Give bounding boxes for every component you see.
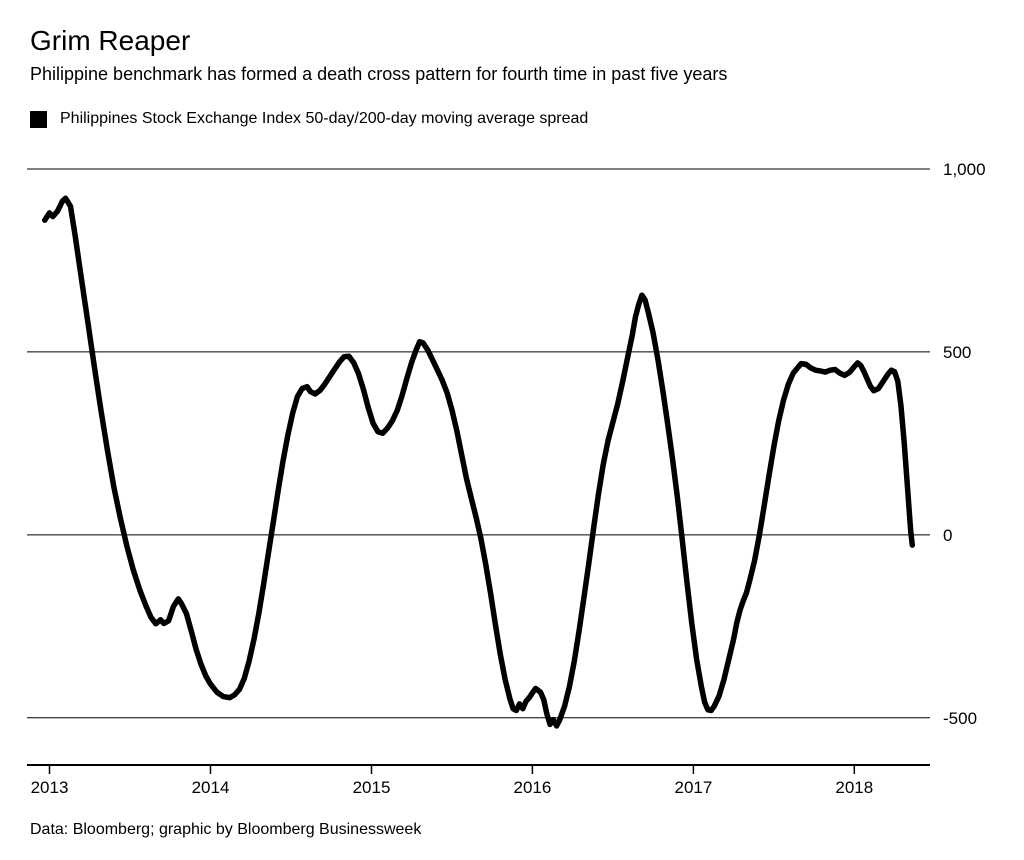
legend-swatch-icon xyxy=(30,110,47,128)
legend: Philippines Stock Exchange Index 50-day/… xyxy=(30,110,588,128)
y-axis-label: 1,000 xyxy=(943,160,986,179)
y-axis-label: -500 xyxy=(943,709,977,728)
x-axis-label: 2016 xyxy=(513,778,551,797)
x-axis-label: 2013 xyxy=(31,778,69,797)
chart-subtitle: Philippine benchmark has formed a death … xyxy=(30,64,728,84)
y-axis-label: 500 xyxy=(943,343,971,362)
x-axis-label: 2017 xyxy=(674,778,712,797)
series-line xyxy=(41,195,916,729)
legend-label: Philippines Stock Exchange Index 50-day/… xyxy=(60,110,589,127)
page-title: Grim Reaper xyxy=(30,25,191,56)
x-axis-label: 2018 xyxy=(835,778,873,797)
x-axis-label: 2014 xyxy=(192,778,230,797)
y-axis-label: 0 xyxy=(943,526,952,545)
source-note: Data: Bloomberg; graphic by Bloomberg Bu… xyxy=(30,821,422,838)
x-axis-label: 2015 xyxy=(353,778,391,797)
